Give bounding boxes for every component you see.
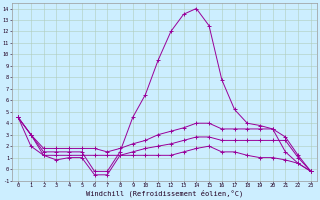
X-axis label: Windchill (Refroidissement éolien,°C): Windchill (Refroidissement éolien,°C) [86,190,243,197]
